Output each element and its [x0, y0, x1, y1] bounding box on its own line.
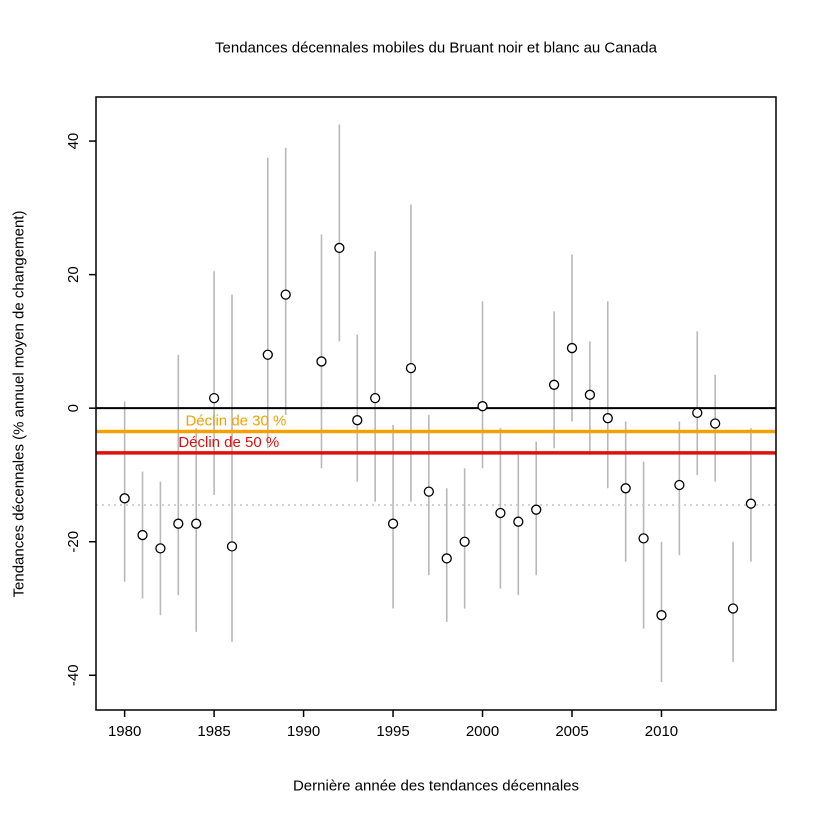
- reference-line-label: Déclin de 50 %: [178, 434, 279, 451]
- data-point: [370, 393, 381, 404]
- plot-border: [95, 96, 777, 711]
- data-point: [208, 393, 220, 404]
- data-point: [119, 493, 130, 504]
- data-point: [656, 610, 667, 621]
- y-tick-label: -40: [65, 664, 82, 686]
- x-tick-label: 1995: [376, 723, 409, 740]
- data-point: [459, 536, 470, 547]
- x-tick-label: 2005: [555, 723, 588, 740]
- y-tick-label: -20: [65, 531, 82, 553]
- x-tick-label: 2000: [466, 723, 499, 740]
- reference-line-label: Déclin de 30 %: [185, 413, 286, 430]
- y-tick-label: 0: [65, 404, 82, 412]
- data-point: [387, 518, 399, 529]
- data-point: [316, 356, 327, 367]
- data-point: [710, 418, 721, 429]
- data-point: [727, 603, 739, 614]
- x-tick-label: 1985: [197, 723, 230, 740]
- data-point: [262, 349, 273, 360]
- x-axis-label: Dernière année des tendances décennales: [292, 777, 580, 795]
- data-point: [638, 533, 649, 544]
- data-point: [334, 242, 345, 254]
- data-point: [441, 553, 452, 564]
- data-point: [405, 362, 417, 374]
- x-tick-label: 1980: [108, 723, 141, 740]
- data-point: [692, 407, 703, 418]
- data-point: [531, 504, 542, 515]
- data-point: [155, 543, 166, 554]
- data-point: [745, 498, 757, 509]
- data-point: [173, 518, 184, 529]
- y-tick-label: 20: [65, 266, 82, 283]
- x-tick-label: 2010: [645, 723, 678, 740]
- data-point: [352, 415, 363, 426]
- data-point: [191, 518, 202, 529]
- data-point: [602, 413, 613, 424]
- data-point: [137, 529, 148, 541]
- data-point: [423, 486, 434, 497]
- data-point: [674, 479, 685, 491]
- data-point: [280, 289, 291, 300]
- chart-title: Tendances décennales mobiles du Bruant n…: [215, 39, 657, 57]
- data-point: [495, 507, 506, 519]
- data-point: [513, 516, 524, 527]
- data-point: [584, 389, 596, 400]
- data-point: [477, 401, 488, 412]
- data-point: [566, 342, 578, 354]
- data-point: [620, 483, 631, 494]
- x-tick-label: 1990: [287, 723, 320, 740]
- y-tick-label: 40: [65, 133, 82, 150]
- data-point: [226, 541, 238, 552]
- data-point: [548, 379, 560, 390]
